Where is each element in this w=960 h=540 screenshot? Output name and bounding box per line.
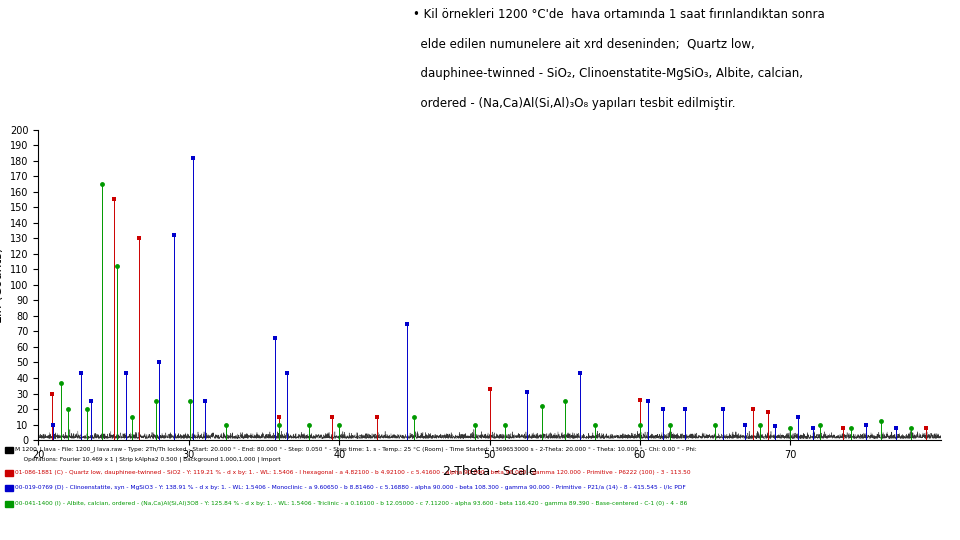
Y-axis label: Lin (Counts): Lin (Counts) [0, 247, 5, 323]
Text: Operations: Fourier 10.469 x 1 | Strip kAlpha2 0.500 | Background 1.000,1.000 | : Operations: Fourier 10.469 x 1 | Strip k… [16, 456, 281, 462]
Text: 00-041-1400 (I) - Albite, calcian, ordered - (Na,Ca)Al(Si,Al)3O8 - Y: 125.84 % -: 00-041-1400 (I) - Albite, calcian, order… [15, 501, 687, 505]
Text: dauphinee-twinned - SiO₂, Clinoenstatite-MgSiO₃, Albite, calcian,: dauphinee-twinned - SiO₂, Clinoenstatite… [413, 68, 803, 80]
Text: • Kil örnekleri 1200 °C'de  hava ortamında 1 saat fırınlandıktan sonra: • Kil örnekleri 1200 °C'de hava ortamınd… [413, 8, 825, 21]
Text: elde edilen numunelere ait xrd deseninden;  Quartz low,: elde edilen numunelere ait xrd deseninde… [413, 38, 755, 51]
X-axis label: 2-Theta - Scale: 2-Theta - Scale [443, 465, 537, 478]
Text: M 1200_J lava - File: 1200_J lava.raw - Type: 2Th/Th locked - Start: 20.000 ° - : M 1200_J lava - File: 1200_J lava.raw - … [15, 447, 697, 453]
Text: 00-019-0769 (D) - Clinoenstatite, syn - MgSiO3 - Y: 138.91 % - d x by: 1. - WL: : 00-019-0769 (D) - Clinoenstatite, syn - … [15, 485, 686, 490]
Text: ordered - (Na,Ca)Al(Si,Al)₃O₈ yapıları tesbit edilmiştir.: ordered - (Na,Ca)Al(Si,Al)₃O₈ yapıları t… [413, 97, 735, 110]
Text: 01-086-1881 (C) - Quartz low, dauphinee-twinned - SiO2 - Y: 119.21 % - d x by: 1: 01-086-1881 (C) - Quartz low, dauphinee-… [15, 470, 691, 475]
